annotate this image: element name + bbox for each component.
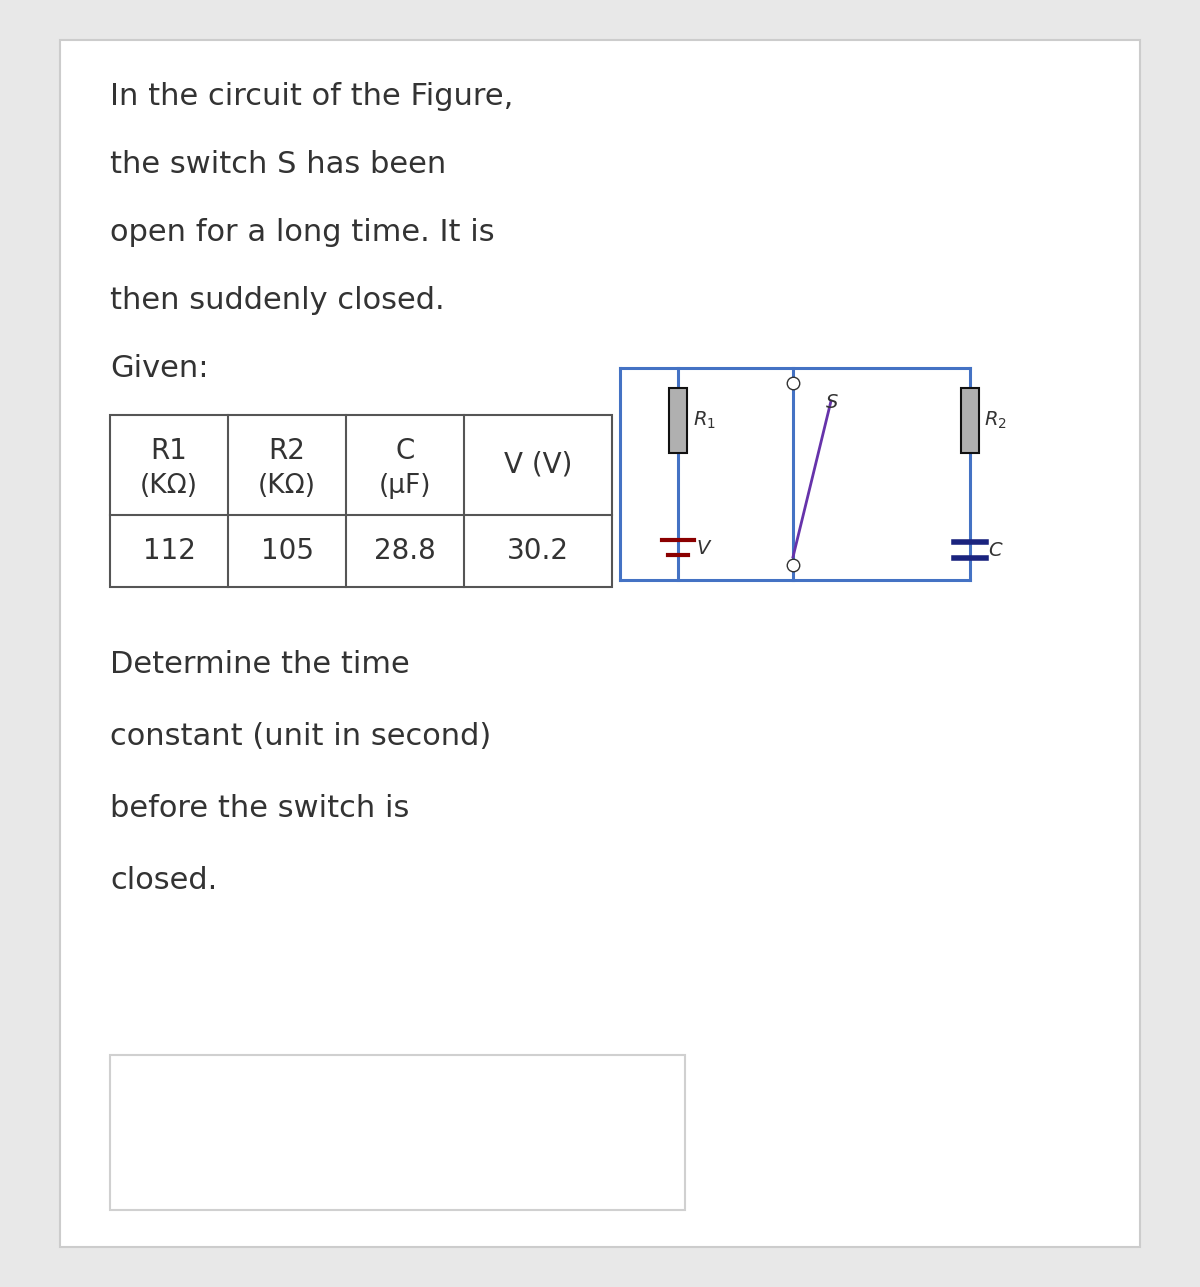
Text: 112: 112	[143, 537, 196, 565]
Text: In the circuit of the Figure,: In the circuit of the Figure,	[110, 82, 514, 111]
Text: R1: R1	[150, 438, 187, 465]
Bar	[961, 387, 979, 453]
Text: (μF): (μF)	[379, 474, 431, 499]
Text: then suddenly closed.: then suddenly closed.	[110, 286, 445, 315]
Text: Given:: Given:	[110, 354, 209, 384]
Text: $R_1$: $R_1$	[694, 409, 716, 431]
Text: $R_2$: $R_2$	[984, 409, 1007, 431]
Text: (KΩ): (KΩ)	[140, 474, 198, 499]
Text: 30.2: 30.2	[508, 537, 569, 565]
Text: C: C	[395, 438, 415, 465]
Bar	[110, 1055, 685, 1210]
Text: closed.: closed.	[110, 866, 217, 894]
Text: R2: R2	[269, 438, 306, 465]
Text: Determine the time: Determine the time	[110, 650, 409, 680]
Text: constant (unit in second): constant (unit in second)	[110, 722, 491, 752]
Text: $V$: $V$	[696, 538, 713, 557]
Bar	[670, 387, 686, 453]
Text: before the switch is: before the switch is	[110, 794, 409, 822]
Text: $C$: $C$	[988, 541, 1003, 560]
Text: 28.8: 28.8	[374, 537, 436, 565]
Text: 105: 105	[260, 537, 313, 565]
Text: $S$: $S$	[826, 393, 839, 412]
Text: open for a long time. It is: open for a long time. It is	[110, 218, 494, 247]
Text: (KΩ): (KΩ)	[258, 474, 316, 499]
Text: the switch S has been: the switch S has been	[110, 151, 446, 179]
Bar	[110, 414, 612, 587]
Text: V (V): V (V)	[504, 450, 572, 479]
